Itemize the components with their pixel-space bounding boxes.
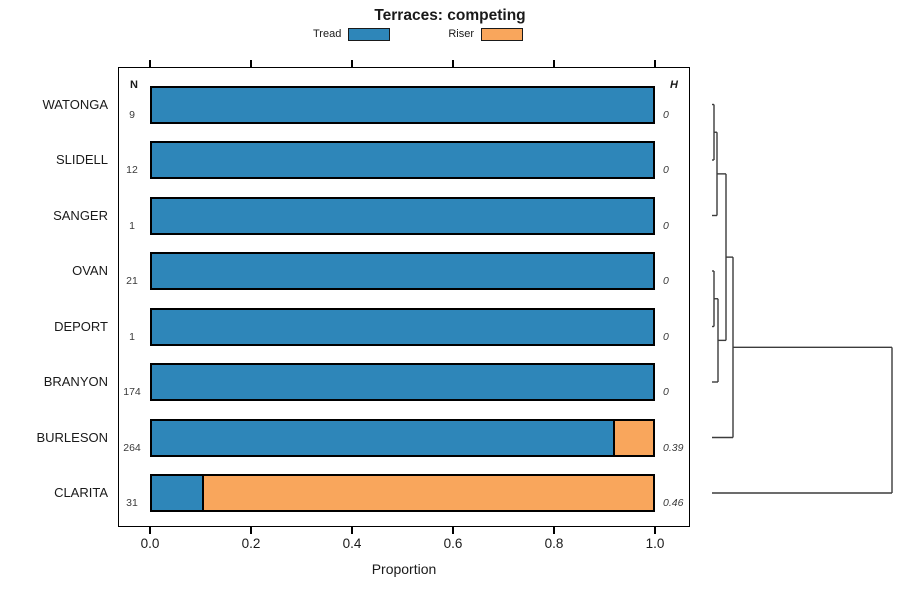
x-tick-label: 0.6	[443, 536, 463, 551]
n-value: 21	[126, 275, 138, 287]
chart-legend: Tread Riser	[313, 26, 581, 42]
x-tick-bottom	[452, 527, 454, 534]
category-label-sanger: SANGER	[53, 207, 108, 223]
h-value: 0	[663, 386, 669, 398]
h-value: 0	[663, 219, 669, 232]
n-value: 9	[129, 108, 135, 121]
column-header-n: N	[130, 79, 138, 91]
bar-row-ovan	[150, 252, 655, 290]
n-value: 1	[129, 330, 135, 343]
x-tick-top	[250, 60, 252, 67]
h-value: 0	[663, 108, 669, 121]
legend-swatch-riser	[481, 27, 523, 41]
x-tick-top	[149, 60, 151, 67]
chart-title: Terraces: competing	[374, 7, 526, 24]
bar-row-watonga	[150, 85, 655, 124]
bar-row-slidell	[150, 141, 655, 179]
category-label-deport: DEPORT	[54, 318, 108, 334]
x-tick-top	[654, 60, 656, 67]
x-tick-bottom	[654, 527, 656, 534]
h-value: 0.39	[663, 441, 684, 454]
bar-segment-riser	[612, 420, 653, 455]
bar-segment-tread	[152, 143, 653, 177]
bar-row-sanger	[150, 196, 655, 235]
category-label-watonga: WATONGA	[42, 96, 108, 112]
bar-row-branyon	[150, 363, 655, 401]
bar-segment-tread	[152, 254, 653, 288]
h-value: 0	[663, 164, 669, 176]
n-value: 264	[123, 441, 141, 454]
x-tick-bottom	[351, 527, 353, 534]
x-tick-label: 0.8	[544, 536, 564, 551]
legend-label-riser: Riser	[448, 28, 474, 40]
bar-segment-riser	[202, 476, 653, 510]
h-value: 0.46	[663, 497, 684, 509]
bar-segment-tread	[152, 420, 613, 455]
bar-segment-tread	[152, 476, 203, 510]
h-value: 0	[663, 330, 669, 343]
column-header-h: H	[670, 79, 678, 91]
n-value: 31	[126, 497, 138, 509]
category-label-branyon: BRANYON	[43, 374, 108, 389]
category-label-burleson: BURLESON	[36, 429, 108, 445]
category-label-clarita: CLARITA	[54, 485, 108, 500]
x-tick-label: 0.0	[140, 536, 160, 551]
x-tick-label: 0.2	[241, 536, 261, 551]
category-label-slidell: SLIDELL	[55, 152, 108, 167]
x-axis-label: Proportion	[371, 561, 437, 577]
legend-label-tread: Tread	[313, 28, 342, 40]
bar-row-deport	[150, 307, 655, 346]
bar-row-clarita	[150, 474, 655, 512]
x-tick-top	[553, 60, 555, 67]
x-tick-top	[351, 60, 353, 67]
n-value: 1	[129, 219, 135, 232]
x-tick-top	[452, 60, 454, 67]
x-tick-bottom	[250, 527, 252, 534]
bar-segment-tread	[152, 198, 653, 233]
h-value: 0	[663, 275, 669, 287]
n-value: 174	[123, 386, 141, 398]
x-tick-label: 0.4	[342, 536, 362, 551]
x-tick-bottom	[149, 527, 151, 534]
legend-swatch-tread	[348, 27, 391, 41]
x-tick-label: 1.0	[645, 536, 665, 551]
bar-segment-tread	[152, 309, 653, 344]
n-value: 12	[126, 164, 138, 176]
x-tick-bottom	[553, 527, 555, 534]
bar-row-burleson	[150, 418, 655, 457]
bar-segment-tread	[152, 87, 653, 122]
bar-segment-tread	[152, 365, 653, 399]
category-label-ovan: OVAN	[72, 263, 108, 278]
